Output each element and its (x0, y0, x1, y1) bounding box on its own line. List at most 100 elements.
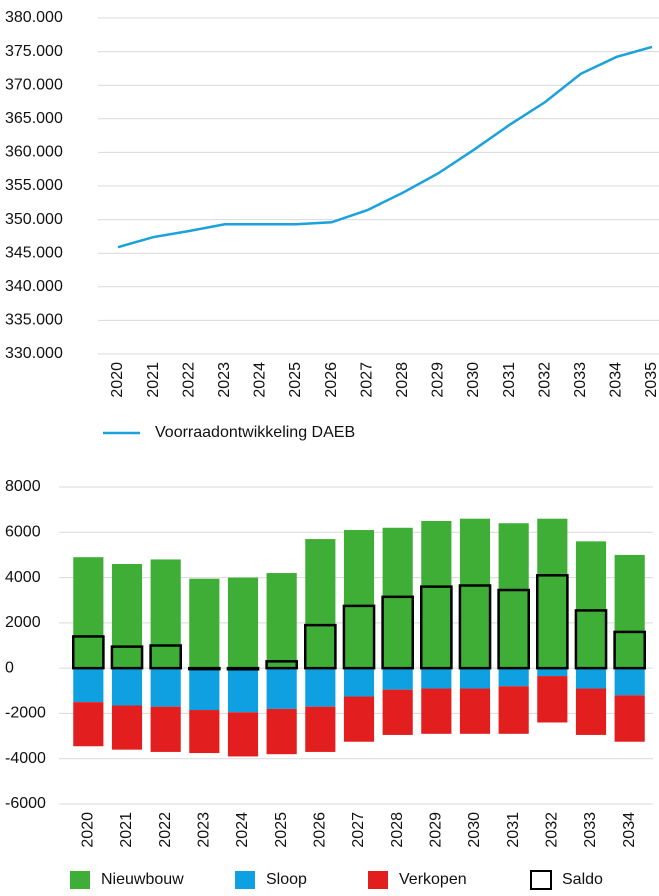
bar (305, 706, 336, 752)
legend-swatch (368, 871, 388, 889)
bar (459, 688, 491, 734)
y-tick-label: -2000 (5, 705, 46, 722)
bar (343, 696, 375, 742)
x-tick-label: 2032 (544, 812, 561, 848)
x-tick-label: 2029 (430, 362, 447, 398)
bar (459, 518, 491, 669)
y-tick-label: 370.000 (5, 76, 63, 93)
saldo-bar (110, 645, 144, 670)
y-tick-label: 6000 (5, 524, 41, 541)
bar (305, 668, 336, 707)
saldo-bar (381, 595, 414, 670)
bar (614, 554, 645, 669)
bar (266, 668, 297, 709)
bar (266, 708, 297, 755)
x-tick-label: 2030 (466, 812, 483, 848)
bar (382, 668, 413, 690)
legend-swatch (235, 871, 255, 889)
bar (111, 563, 143, 669)
y-tick-label: 2000 (5, 614, 41, 631)
bar (421, 668, 452, 689)
bar (150, 706, 181, 752)
bar (73, 668, 104, 703)
saldo-bar (497, 588, 530, 670)
x-tick-label: 2032 (536, 362, 553, 398)
bar (150, 668, 181, 707)
bar (266, 573, 297, 669)
bar (111, 668, 143, 706)
x-tick-label: 2025 (273, 812, 290, 848)
y-tick-label: 360.000 (5, 144, 63, 161)
saldo-bar (149, 644, 182, 670)
y-tick-label: 350.000 (5, 211, 63, 228)
bar (459, 668, 491, 689)
saldo-bar (265, 660, 298, 670)
bar (227, 577, 259, 669)
y-tick-label: -6000 (5, 795, 46, 812)
y-tick-label: 4000 (5, 569, 41, 586)
bar (189, 668, 220, 711)
bar (305, 539, 336, 669)
x-tick-label: 2034 (621, 812, 638, 848)
legend-label: Sloop (266, 871, 307, 888)
bar (150, 559, 181, 669)
x-tick-label: 2033 (572, 362, 589, 398)
saldo-bar (188, 666, 221, 671)
line-series (117, 45, 653, 249)
bar (382, 689, 413, 735)
legend-label: Voorraadontwikkeling DAEB (155, 424, 355, 441)
x-tick-label: 2020 (109, 362, 126, 398)
y-tick-label: 330.000 (5, 345, 63, 362)
bar (343, 668, 375, 697)
x-tick-label: 2027 (350, 812, 367, 848)
saldo-bar (72, 635, 105, 670)
x-tick-label: 2034 (608, 362, 625, 398)
bar (421, 688, 452, 734)
y-tick-label: -4000 (5, 750, 46, 767)
bar (498, 686, 529, 734)
x-tick-label: 2021 (145, 362, 162, 398)
legend-swatch (70, 871, 90, 889)
x-tick-label: 2029 (428, 812, 445, 848)
x-tick-label: 2031 (501, 362, 518, 398)
x-tick-label: 2026 (323, 362, 340, 398)
bar (537, 518, 568, 669)
x-tick-label: 2026 (312, 812, 329, 848)
bar (73, 702, 104, 747)
bar (537, 668, 568, 677)
x-tick-label: 2028 (389, 812, 406, 848)
bar (189, 710, 220, 754)
saldo-bar (342, 604, 376, 670)
saldo-bar (458, 584, 492, 670)
y-tick-label: 340.000 (5, 278, 63, 295)
x-tick-label: 2020 (80, 812, 97, 848)
saldo-bar (536, 574, 569, 670)
x-tick-label: 2030 (465, 362, 482, 398)
legend-swatch (530, 870, 552, 890)
x-tick-label: 2021 (118, 812, 135, 848)
y-tick-label: 375.000 (5, 43, 63, 60)
x-tick-label: 2031 (505, 812, 522, 848)
x-tick-label: 2023 (216, 362, 233, 398)
y-tick-label: 0 (5, 659, 14, 676)
y-tick-label: 345.000 (5, 244, 63, 261)
x-tick-label: 2024 (252, 362, 269, 398)
saldo-bar (613, 630, 646, 670)
saldo-bar (226, 666, 260, 671)
saldo-bar (420, 585, 453, 670)
saldo-bar (304, 623, 337, 670)
x-tick-label: 2035 (643, 362, 659, 398)
saldo-bar (574, 609, 608, 670)
x-tick-label: 2022 (157, 812, 174, 848)
y-tick-label: 355.000 (5, 177, 63, 194)
bar (421, 520, 452, 669)
y-tick-label: 365.000 (5, 110, 63, 127)
bar (614, 695, 645, 742)
bar (537, 676, 568, 723)
x-tick-label: 2033 (582, 812, 599, 848)
bar (73, 557, 104, 669)
x-tick-label: 2022 (180, 362, 197, 398)
bar (343, 530, 375, 669)
x-tick-label: 2028 (394, 362, 411, 398)
